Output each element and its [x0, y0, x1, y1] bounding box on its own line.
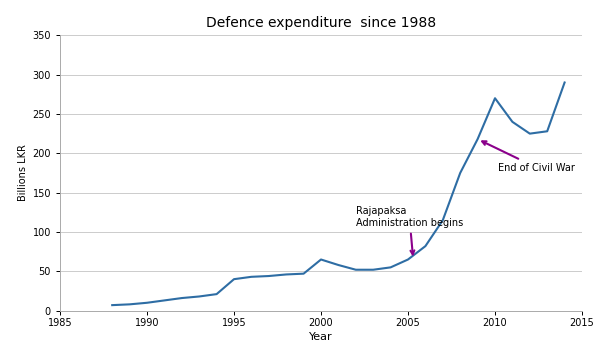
X-axis label: Year: Year	[309, 332, 333, 342]
Text: Rajapaksa
Administration begins: Rajapaksa Administration begins	[356, 207, 463, 255]
Text: End of Civil War: End of Civil War	[482, 141, 575, 173]
Title: Defence expenditure  since 1988: Defence expenditure since 1988	[206, 16, 436, 30]
Y-axis label: Billions LKR: Billions LKR	[18, 144, 28, 202]
